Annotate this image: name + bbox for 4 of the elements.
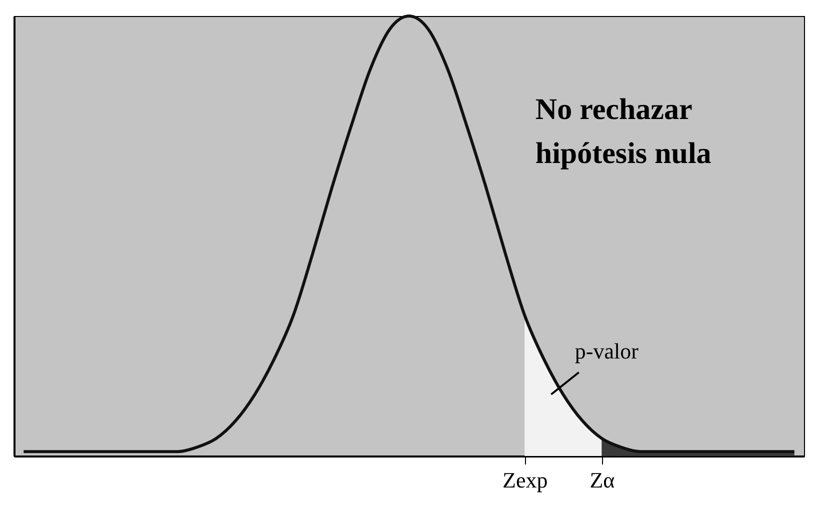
annotation: p-valor — [574, 338, 640, 364]
x-tick-label: Zα — [590, 468, 616, 492]
annotation: No rechazar hipótesis nula — [535, 93, 712, 170]
x-tick-label: Zexp — [502, 468, 548, 492]
